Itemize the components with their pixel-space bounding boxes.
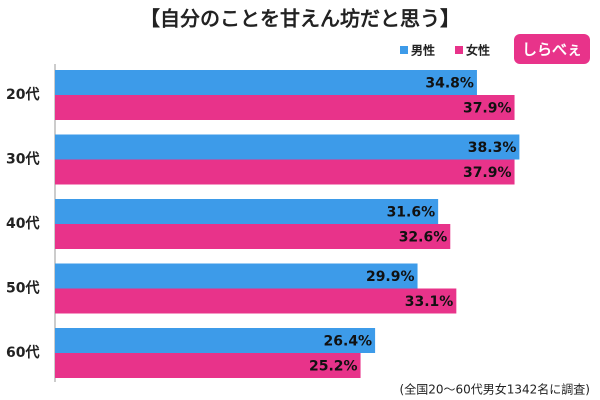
bar — [55, 263, 418, 289]
bar — [55, 134, 520, 160]
bar — [55, 328, 376, 353]
bar — [55, 224, 451, 249]
legend-label: 男性 — [411, 43, 435, 58]
value-label: 34.8% — [425, 76, 474, 92]
logo-box — [514, 34, 590, 64]
y-tick-label: 40代 — [6, 215, 39, 232]
footnote: (全国20～60代男女1342名に調査) — [400, 382, 590, 397]
value-label: 32.6% — [399, 230, 448, 246]
bar — [55, 288, 457, 314]
value-label: 26.4% — [324, 334, 373, 350]
value-label: 29.9% — [366, 269, 415, 285]
value-label: 33.1% — [405, 294, 454, 310]
value-label: 25.2% — [309, 359, 358, 375]
legend-swatch — [400, 46, 408, 54]
value-label: 37.9% — [463, 101, 512, 117]
bar — [55, 95, 515, 120]
chart-title: 【自分のことを甘えん坊だと思う】 — [140, 7, 460, 31]
value-label: 37.9% — [463, 165, 512, 181]
y-tick-label: 30代 — [6, 151, 39, 168]
value-label: 31.6% — [387, 205, 436, 221]
bar — [55, 199, 439, 224]
y-tick-label: 60代 — [6, 344, 39, 361]
bar — [55, 70, 477, 95]
value-label: 38.3% — [468, 140, 517, 156]
bar — [55, 353, 361, 378]
y-tick-label: 20代 — [6, 86, 39, 103]
legend-swatch — [455, 46, 463, 54]
y-tick-label: 50代 — [6, 280, 39, 297]
logo: しらべぇ — [522, 41, 582, 59]
legend-label: 女性 — [466, 43, 490, 58]
bar — [55, 159, 515, 185]
